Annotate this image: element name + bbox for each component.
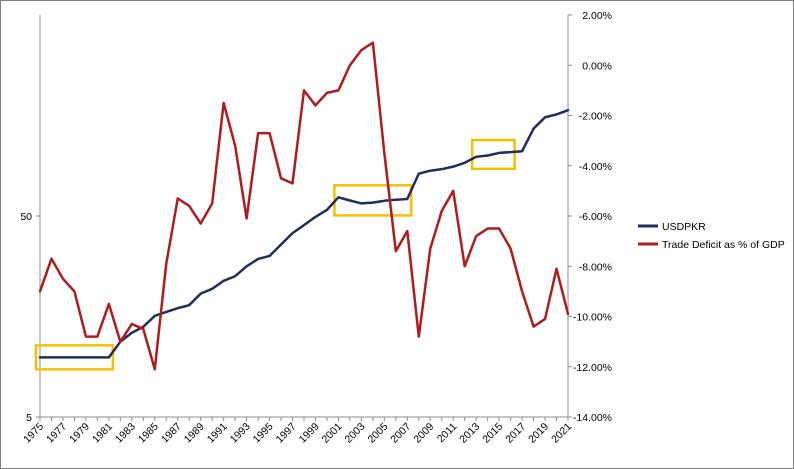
series-line-usdpkr	[38, 108, 570, 359]
x-axis-tick-label: 2019	[526, 421, 551, 446]
x-axis-tick-label: 2015	[480, 421, 505, 446]
series-line-trade-deficit-as-of-gdp	[38, 41, 570, 371]
legend-label: USDPKR	[662, 221, 706, 233]
x-axis-tick-label: 1977	[44, 421, 69, 446]
x-axis-tick-label: 2021	[549, 421, 574, 446]
x-axis-tick-label: 1975	[21, 421, 46, 446]
right-axis-tick-label: -14.00%	[573, 412, 612, 424]
legend-label: Trade Deficit as % of GDP	[662, 239, 785, 251]
x-axis-tick-label: 1991	[205, 421, 230, 446]
series-lines	[38, 41, 570, 371]
x-axis-tick-label: 1997	[274, 421, 299, 446]
x-axis-tick-label: 2011	[435, 421, 460, 446]
right-axis-tick-label: -2.00%	[579, 111, 612, 123]
left-axis-tick-label: 50	[20, 211, 32, 223]
x-axis-tick-label: 1983	[113, 421, 138, 446]
x-axis-tick-label: 1985	[136, 421, 161, 446]
right-axis-tick-label: -10.00%	[573, 312, 612, 324]
x-axis-tick-label: 1981	[90, 421, 115, 446]
right-axis-tick-label: 0.00%	[582, 60, 612, 72]
highlight-box-1	[34, 344, 115, 371]
right-axis-tick-label: 2.00%	[582, 10, 612, 22]
right-axis-tick-label: -6.00%	[579, 211, 612, 223]
right-axis-tick-label: -8.00%	[579, 261, 612, 273]
legend: USDPKR Trade Deficit as % of GDP	[638, 221, 785, 251]
x-axis-tick-label: 2017	[503, 421, 528, 446]
x-axis-tick-label: 1999	[297, 421, 322, 446]
x-axis-tick-label: 2007	[388, 421, 413, 446]
right-axis-tick-label: -12.00%	[573, 362, 612, 374]
x-axis-tick-label: 2009	[411, 421, 436, 446]
x-axis-tick-label: 1987	[159, 421, 184, 446]
x-axis-tick-label: 2003	[343, 421, 368, 446]
highlight-box-3	[470, 138, 516, 171]
x-axis-tick-label: 2013	[457, 421, 482, 446]
x-axis-tick-label: 2005	[365, 421, 390, 446]
x-axis-tick-label: 1989	[182, 421, 207, 446]
right-axis-tick-label: -4.00%	[579, 161, 612, 173]
x-axis-tick-label: 2001	[320, 421, 345, 446]
axes: 5 50 2.00% 0.00% -2.00% -4.00% -6.00% -8.00% -10…	[20, 10, 612, 446]
x-axis-tick-label: 1995	[251, 421, 276, 446]
x-axis-tick-label: 1979	[67, 421, 92, 446]
left-axis-tick-label: 5	[26, 412, 32, 424]
x-axis-tick-label: 1993	[228, 421, 253, 446]
highlight-boxes	[34, 138, 516, 371]
